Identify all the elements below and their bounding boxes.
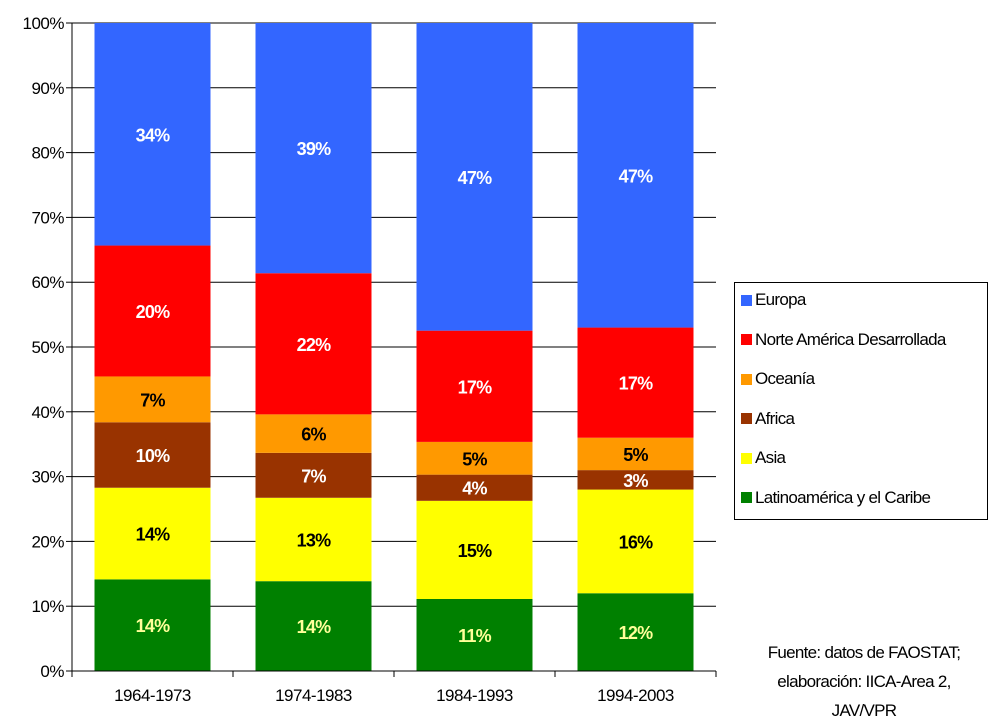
data-label: 5% — [462, 449, 487, 469]
y-tick-label: 100% — [23, 14, 65, 33]
x-tick-label: 1994-2003 — [597, 686, 674, 705]
data-label: 13% — [297, 530, 331, 550]
y-tick-label: 30% — [31, 468, 64, 487]
source-line-3: JAV/VPR — [831, 701, 897, 720]
y-tick-label: 20% — [31, 532, 64, 551]
bar-segment — [255, 23, 372, 274]
legend-label: Asia — [755, 448, 786, 467]
x-tick-label: 1974-1983 — [275, 686, 352, 705]
data-label: 22% — [297, 335, 331, 355]
bar-segment — [255, 273, 372, 415]
data-label: 7% — [301, 466, 326, 486]
bar-segment — [94, 376, 211, 423]
data-label: 39% — [297, 139, 331, 159]
legend-label: Oceanía — [755, 369, 815, 388]
y-axis-ticks: 0% 10% 20% 30% 40% 50% 60% 70% 80% 90% 100% — [23, 14, 72, 681]
data-label: 5% — [623, 445, 648, 465]
legend-item: Europa — [741, 289, 806, 311]
data-label: 47% — [458, 168, 492, 188]
y-tick-label: 40% — [31, 403, 64, 422]
data-label: 20% — [136, 302, 170, 322]
data-label: 17% — [619, 374, 653, 394]
data-label: 47% — [619, 166, 653, 186]
bar-segment — [577, 23, 694, 328]
data-label: 16% — [619, 532, 653, 552]
legend-item: Norte América Desarrollada — [741, 329, 946, 351]
source-line-2: elaboración: IICA-Area 2, — [777, 672, 951, 691]
bar-segment — [94, 245, 211, 377]
legend-swatch — [741, 334, 752, 345]
data-label: 15% — [458, 541, 492, 561]
data-label: 14% — [297, 617, 331, 637]
bar-segment — [255, 581, 372, 671]
bar-segment — [577, 437, 694, 471]
bar-segment — [577, 489, 694, 594]
bars: 14% 14% 10% 7% 20% 34% 14% 13% 7% 6% 22% 39% 11% 15% 4… — [94, 23, 694, 671]
bar-segment — [255, 452, 372, 498]
y-tick-label: 70% — [31, 208, 64, 227]
x-axis-ticks: 1964-1973 1974-1983 1984-1993 1994-2003 — [71, 671, 717, 705]
legend-item: Africa — [741, 408, 795, 430]
data-label: 34% — [136, 125, 170, 145]
data-label: 11% — [458, 626, 491, 646]
legend-swatch — [741, 413, 752, 424]
bar-segment — [94, 422, 211, 488]
bar-segment — [577, 470, 694, 490]
bar-segment — [416, 474, 533, 501]
data-label: 4% — [462, 479, 487, 499]
x-tick-label: 1984-1993 — [436, 686, 513, 705]
y-tick-label: 0% — [40, 662, 64, 681]
legend-label: Latinoamérica y el Caribe — [755, 487, 931, 507]
bar-segment — [94, 579, 211, 671]
bar-segment — [577, 593, 694, 671]
data-label: 14% — [136, 616, 170, 636]
legend-swatch — [741, 452, 752, 464]
data-label: 3% — [623, 471, 648, 491]
legend-swatch — [741, 294, 752, 306]
bar-segment — [416, 441, 533, 475]
legend-item: Oceanía — [741, 368, 815, 390]
bar-segment — [94, 487, 211, 580]
bar-segment — [255, 414, 372, 453]
legend-item: Asia — [741, 447, 786, 469]
bar-segment — [416, 23, 533, 331]
y-tick-label: 90% — [31, 79, 64, 98]
legend-swatch — [741, 373, 752, 385]
y-tick-label: 10% — [31, 597, 64, 616]
bar-segment — [255, 497, 372, 582]
y-tick-label: 50% — [31, 338, 64, 357]
bar-segment — [416, 599, 533, 671]
x-tick-label: 1964-1973 — [114, 686, 191, 705]
data-label: 17% — [458, 377, 492, 397]
bar-segment — [94, 23, 211, 246]
source-note: Fuente: datos de FAOSTAT; elaboración: I… — [740, 638, 988, 725]
legend-label: Africa — [755, 408, 795, 428]
bar-segment — [416, 330, 533, 442]
legend-label: Norte América Desarrollada — [755, 329, 946, 349]
source-line-1: Fuente: datos de FAOSTAT; — [767, 643, 961, 662]
data-label: 7% — [140, 390, 165, 410]
legend-item: Latinoamérica y el Caribe — [741, 487, 931, 509]
y-tick-label: 80% — [31, 144, 64, 163]
y-tick-label: 60% — [31, 273, 64, 292]
legend-swatch — [741, 492, 752, 503]
data-label: 6% — [301, 425, 326, 445]
data-label: 12% — [619, 623, 653, 643]
legend-label: Europa — [755, 290, 806, 309]
data-label: 14% — [136, 525, 170, 545]
bar-segment — [416, 500, 533, 599]
bar-segment — [577, 327, 694, 438]
data-label: 10% — [136, 446, 170, 466]
legend: Europa Norte América Desarrollada Oceanía A… — [734, 282, 988, 520]
